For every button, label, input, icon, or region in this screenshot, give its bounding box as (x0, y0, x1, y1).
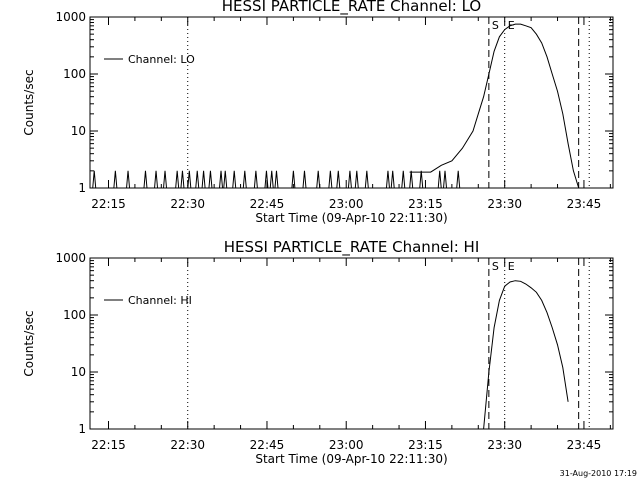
noise-spike (175, 170, 180, 189)
noise-spike (385, 170, 390, 189)
noise-spike (390, 170, 395, 189)
x-tick-label: 23:45 (567, 438, 602, 452)
noise-spike (274, 170, 279, 189)
noise-spike (143, 170, 148, 189)
y-tick-label: 100 (63, 308, 86, 322)
chart-title: HESSI PARTICLE_RATE Channel: HI (224, 238, 480, 257)
noise-spike (92, 170, 97, 189)
noise-spike (269, 170, 274, 189)
y-tick-label: 1000 (55, 10, 86, 24)
y-tick-label: 10 (71, 365, 86, 379)
x-axis-label: Start Time (09-Apr-10 22:11:30) (255, 211, 447, 225)
noise-spike (354, 170, 359, 189)
noise-spike (187, 170, 192, 189)
chart-panel-hi: HESSI PARTICLE_RATE Channel: HI 1 10 100 100… (22, 238, 614, 466)
x-tick-label: 23:15 (408, 438, 443, 452)
series-line (483, 280, 569, 430)
x-tick-label: 22:45 (250, 438, 285, 452)
marker-label: S (492, 19, 499, 32)
noise-spike (163, 170, 168, 189)
x-tick-label: 23:45 (567, 197, 602, 211)
noise-spike (443, 170, 448, 189)
datestamp: 31-Aug-2010 17:19 (560, 469, 637, 478)
legend-label: Channel: LO (128, 53, 195, 66)
noise-spike (456, 170, 461, 189)
y-tick-label: 10 (71, 124, 86, 138)
x-tick-label: 23:30 (487, 197, 522, 211)
chart-panel-lo: HESSI PARTICLE_RATE Channel: LO 1 10 100 100… (22, 0, 614, 225)
noise-spike (223, 170, 228, 189)
noise-spike (409, 170, 414, 189)
noise-spike (336, 170, 341, 189)
plot-frame (89, 16, 614, 189)
noise-spike (219, 170, 224, 189)
noise-spike (154, 170, 159, 189)
x-tick-label: 22:45 (250, 197, 285, 211)
x-tick-label: 22:30 (170, 197, 205, 211)
noise-spike (201, 170, 206, 189)
marker-label: E (508, 260, 515, 273)
noise-spike (253, 170, 258, 189)
noise-spike (364, 170, 369, 189)
noise-spike (316, 170, 321, 189)
noise-spike (126, 170, 131, 189)
noise-spike (242, 170, 247, 189)
plot-frame (89, 257, 614, 430)
x-tick-label: 23:00 (329, 197, 364, 211)
y-axis-label: Counts/sec (22, 69, 36, 135)
series-line (409, 23, 590, 189)
y-tick-label: 1 (78, 181, 86, 195)
noise-spike (113, 170, 118, 189)
noise-spike (180, 170, 185, 189)
noise-spike (264, 170, 269, 189)
x-tick-label: 23:00 (329, 438, 364, 452)
x-tick-label: 23:15 (408, 197, 443, 211)
y-tick-label: 100 (63, 67, 86, 81)
noise-spike (208, 170, 213, 189)
noise-spike (328, 170, 333, 189)
y-tick-label: 1000 (55, 251, 86, 265)
legend-label: Channel: HI (128, 294, 192, 307)
x-axis-label: Start Time (09-Apr-10 22:11:30) (255, 452, 447, 466)
x-tick-label: 22:30 (170, 438, 205, 452)
x-tick-label: 22:15 (91, 438, 126, 452)
x-tick-label: 22:15 (91, 197, 126, 211)
noise-spike (419, 170, 424, 189)
noise-spike (232, 170, 237, 189)
noise-spike (302, 170, 307, 189)
noise-spike (291, 170, 296, 189)
noise-spike (401, 170, 406, 189)
noise-spike (195, 170, 200, 189)
y-tick-label: 1 (78, 422, 86, 436)
noise-spike (347, 170, 352, 189)
chart-title: HESSI PARTICLE_RATE Channel: LO (222, 0, 481, 16)
noise-spike (437, 170, 442, 189)
marker-label: S (492, 260, 499, 273)
y-axis-label: Counts/sec (22, 310, 36, 376)
x-tick-label: 23:30 (487, 438, 522, 452)
